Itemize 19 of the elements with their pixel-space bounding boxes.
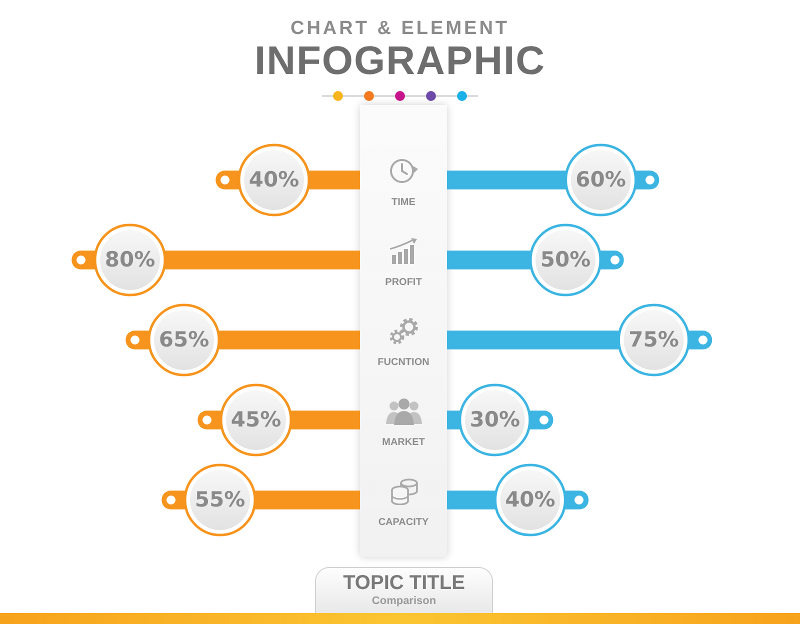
text: TOPIC TITLE <box>342 572 466 594</box>
data-label: 60% <box>576 167 626 192</box>
data-label: 75% <box>628 327 679 352</box>
text: Comparison <box>370 595 438 608</box>
data-label: 40% <box>505 487 556 512</box>
y-tick-label: PROFIT <box>384 277 423 289</box>
y-tick-label: FUCNTION <box>376 357 430 369</box>
text: CHART & ELEMENT <box>289 18 511 40</box>
y-tick-label: TIME <box>390 197 416 209</box>
data-label: 30% <box>470 407 520 432</box>
data-label: 40% <box>248 167 300 192</box>
y-tick-label: CAPACITY <box>377 517 430 529</box>
y-tick-label: MARKET <box>381 437 426 449</box>
data-label: 80% <box>104 247 156 272</box>
data-label: 50% <box>540 247 591 272</box>
data-label: 45% <box>230 407 282 432</box>
data-label: 55% <box>194 487 246 512</box>
data-label: 65% <box>158 327 210 352</box>
chart-title: INFOGRAPHIC <box>254 39 546 83</box>
